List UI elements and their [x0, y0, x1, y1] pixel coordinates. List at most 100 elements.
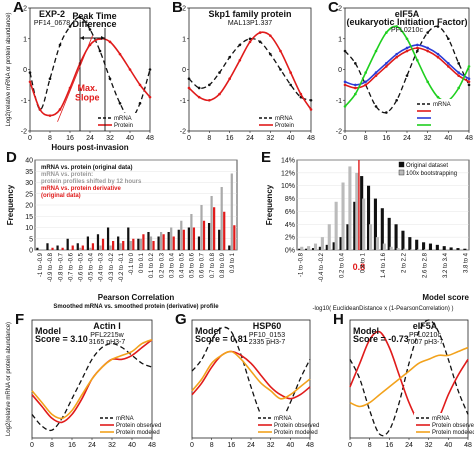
data-point — [48, 77, 52, 81]
bar-e-series-1 — [435, 244, 439, 250]
data-point — [405, 74, 409, 77]
bar-d-series-1 — [187, 227, 190, 250]
y-tick-label: 4% — [285, 222, 295, 229]
x-category-label: -0.8 to -0.7 — [58, 252, 64, 282]
panel-subtitle-f: PFL2215w — [90, 332, 124, 339]
bar-d-series-3 — [51, 247, 54, 250]
y-tick-label: 20 — [25, 203, 33, 210]
data-point — [108, 40, 112, 44]
x-tick-label: 32 — [424, 135, 432, 142]
data-point — [395, 98, 398, 102]
y-tick-label: 10 — [25, 225, 33, 232]
bar-d-series-2 — [119, 243, 122, 250]
data-point — [343, 80, 347, 84]
data-point — [343, 105, 347, 108]
data-point — [197, 95, 201, 99]
y-axis-label-e: Frequency — [265, 184, 274, 225]
score-label-f: Score = 3.10 — [35, 334, 88, 344]
legend-d-line-4: mRNA vs. protein derivative — [41, 186, 121, 192]
bar-e-series-2 — [327, 224, 331, 250]
x-tick-label: 48 — [146, 135, 154, 142]
x-category-label: 0.7 to 0.8 — [210, 252, 216, 278]
data-point — [138, 102, 142, 105]
data-point — [98, 49, 102, 53]
legend-entry-h-label: Protein modeled — [432, 430, 474, 436]
data-point — [426, 46, 429, 50]
panel-title-b: Skp1 family protein — [208, 9, 291, 19]
x-category-label: -0.1 to 0 — [129, 252, 135, 275]
bar-d-series-1 — [86, 236, 89, 250]
bar-d-series-3 — [61, 247, 64, 250]
data-point — [228, 77, 231, 81]
panel-letter-g: G — [175, 311, 187, 328]
y-tick-label: 35 — [25, 169, 33, 176]
data-point — [68, 25, 72, 28]
legend-entry-b-label: Protein — [275, 123, 294, 129]
data-point — [309, 108, 313, 111]
data-point — [457, 74, 460, 77]
bar-e-series-2 — [355, 172, 359, 250]
x-tick-label: 48 — [148, 442, 156, 449]
x-category-label: 0.9 to 1 — [230, 252, 236, 273]
x-tick-label: 0 — [30, 442, 34, 449]
panel-subtitle-g: PF10_0153 — [249, 332, 285, 339]
x-tick-label: 16 — [227, 442, 235, 449]
data-point — [128, 68, 132, 71]
bar-d-series-1 — [197, 236, 201, 250]
x-tick-label: 24 — [403, 135, 411, 142]
max-slope-label-1: Max. — [78, 83, 98, 93]
bar-e-series-2 — [396, 248, 400, 250]
x-tick-label: 40 — [444, 442, 452, 449]
bar-e-series-1 — [339, 237, 343, 250]
x-tick-label: 40 — [287, 135, 295, 142]
bar-d-series-3 — [101, 238, 105, 250]
data-point — [258, 31, 262, 34]
bar-d-series-1 — [147, 232, 150, 250]
data-point — [354, 92, 357, 96]
bar-d-series-1 — [76, 243, 79, 250]
panel-subtitle2-f: 3165 pH3-7 — [89, 339, 126, 346]
model-label-g: Model — [195, 326, 221, 336]
x-tick-label: 32 — [108, 442, 116, 449]
data-point — [364, 83, 367, 87]
bar-e-series-1 — [298, 248, 302, 250]
bar-d-series-3 — [223, 211, 226, 250]
series-line-protein-modeled — [31, 338, 153, 420]
bar-d-series-3 — [152, 241, 155, 250]
y-tick-label: 2 — [182, 6, 186, 13]
x-tick-label: 24 — [247, 442, 255, 449]
model-label-f: Model — [35, 326, 61, 336]
x-tick-label: 0 — [343, 135, 347, 142]
max-slope-label-2: Slope — [75, 92, 100, 102]
data-point — [289, 71, 292, 74]
x-category-label: -0.9 to -0.8 — [48, 252, 54, 282]
y-axis-label-a: Log2(relative mRNA or protein abundance) — [6, 12, 12, 126]
series-line-mrna — [188, 38, 312, 101]
data-point — [374, 49, 378, 53]
data-point — [48, 114, 52, 117]
x-tick-label: 0 — [190, 442, 194, 449]
x-tick-label: 16 — [226, 135, 234, 142]
data-point — [309, 98, 313, 102]
data-point — [88, 28, 92, 31]
bar-e-series-2 — [375, 237, 379, 250]
data-point — [436, 55, 440, 59]
y-tick-label: 0 — [23, 67, 27, 74]
bar-e-series-1 — [408, 237, 412, 250]
bar-e-series-2 — [369, 224, 373, 250]
bar-d-series-1 — [46, 243, 49, 250]
x-category-label: 0.2 to 0.3 — [159, 252, 165, 278]
data-point — [436, 95, 440, 99]
x-category-label: 0.8 to 0.9 — [220, 252, 226, 278]
y-tick-label: 10% — [281, 183, 295, 190]
x-axis-label2-e: -log10( EuclideanDistance x (1-PearsonCo… — [312, 306, 453, 312]
y-tick-label: 6% — [285, 209, 295, 216]
series-line-protein-observed — [191, 350, 311, 400]
data-point — [426, 49, 429, 53]
bar-d-series-2 — [159, 232, 163, 250]
y-tick-label: 2% — [285, 235, 295, 242]
bar-e-series-2 — [334, 201, 338, 250]
bar-e-series-1 — [449, 247, 453, 250]
y-tick-label: 2 — [338, 6, 342, 13]
y-tick-label: -1 — [180, 98, 186, 105]
